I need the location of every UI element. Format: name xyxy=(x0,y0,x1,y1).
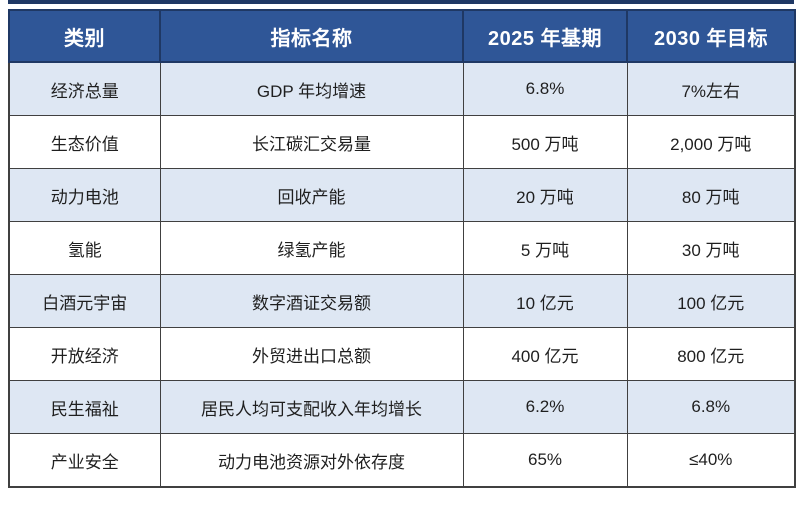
target-cell: 80 万吨 xyxy=(626,168,796,222)
table-row: 经济总量 GDP 年均增速 6.8% 7%左右 xyxy=(8,61,796,116)
indicator-cell: 动力电池资源对外依存度 xyxy=(159,433,464,488)
indicator-cell: 居民人均可支配收入年均增长 xyxy=(159,380,464,434)
table-row: 生态价值 长江碳汇交易量 500 万吨 2,000 万吨 xyxy=(8,115,796,169)
target-cell: ≤40% xyxy=(626,433,796,488)
indicator-cell: 绿氢产能 xyxy=(159,221,464,275)
category-cell: 氢能 xyxy=(8,221,161,275)
category-cell: 生态价值 xyxy=(8,115,161,169)
target-cell: 7%左右 xyxy=(626,61,796,116)
base-cell: 5 万吨 xyxy=(462,221,628,275)
indicator-cell: 长江碳汇交易量 xyxy=(159,115,464,169)
indicator-cell: GDP 年均增速 xyxy=(159,61,464,116)
table-row: 开放经济 外贸进出口总额 400 亿元 800 亿元 xyxy=(8,327,796,381)
target-cell: 2,000 万吨 xyxy=(626,115,796,169)
category-cell: 产业安全 xyxy=(8,433,161,488)
target-cell: 800 亿元 xyxy=(626,327,796,381)
base-cell: 6.2% xyxy=(462,380,628,434)
header-row: 类别 指标名称 2025 年基期 2030 年目标 xyxy=(8,9,796,63)
base-cell: 10 亿元 xyxy=(462,274,628,328)
category-cell: 开放经济 xyxy=(8,327,161,381)
target-cell: 6.8% xyxy=(626,380,796,434)
header-cell-target-2030: 2030 年目标 xyxy=(626,9,796,63)
indicator-cell: 数字酒证交易额 xyxy=(159,274,464,328)
base-cell: 400 亿元 xyxy=(462,327,628,381)
table-row: 民生福祉 居民人均可支配收入年均增长 6.2% 6.8% xyxy=(8,380,796,434)
header-cell-indicator: 指标名称 xyxy=(159,9,464,63)
indicator-cell: 外贸进出口总额 xyxy=(159,327,464,381)
category-cell: 白酒元宇宙 xyxy=(8,274,161,328)
category-cell: 民生福祉 xyxy=(8,380,161,434)
category-cell: 动力电池 xyxy=(8,168,161,222)
base-cell: 20 万吨 xyxy=(462,168,628,222)
target-cell: 30 万吨 xyxy=(626,221,796,275)
header-cell-base-2025: 2025 年基期 xyxy=(462,9,628,63)
base-cell: 500 万吨 xyxy=(462,115,628,169)
base-cell: 6.8% xyxy=(462,61,628,116)
table-row: 动力电池 回收产能 20 万吨 80 万吨 xyxy=(8,168,796,222)
base-cell: 65% xyxy=(462,433,628,488)
indicator-table: 类别 指标名称 2025 年基期 2030 年目标 经济总量 GDP 年均增速 … xyxy=(8,9,796,488)
table-row: 产业安全 动力电池资源对外依存度 65% ≤40% xyxy=(8,433,796,488)
indicator-cell: 回收产能 xyxy=(159,168,464,222)
table-row: 氢能 绿氢产能 5 万吨 30 万吨 xyxy=(8,221,796,275)
target-cell: 100 亿元 xyxy=(626,274,796,328)
category-cell: 经济总量 xyxy=(8,61,161,116)
table-row: 白酒元宇宙 数字酒证交易额 10 亿元 100 亿元 xyxy=(8,274,796,328)
top-rule-divider xyxy=(8,0,794,4)
header-cell-category: 类别 xyxy=(8,9,161,63)
